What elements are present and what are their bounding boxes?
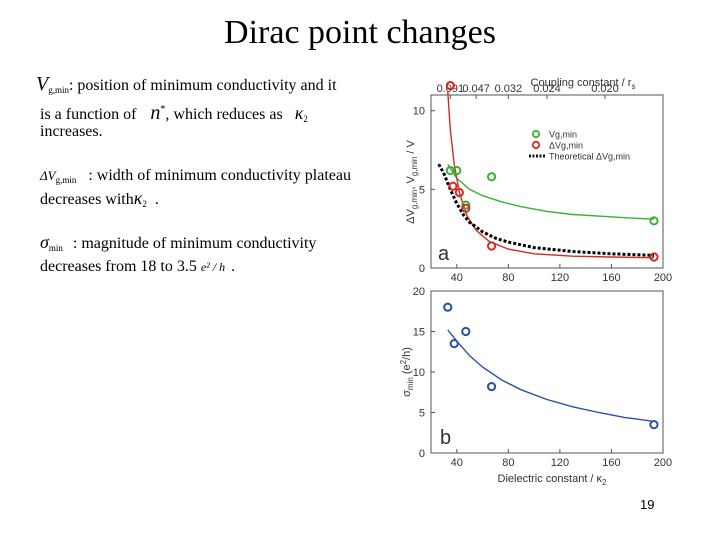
- para3-text-c: .: [231, 258, 236, 275]
- vgmin-symbol: V: [36, 73, 49, 95]
- panel-b-chart: 0 5 10 15 20 40 80 120 160 200 σmin (e2/h) Dielec…: [399, 286, 672, 487]
- top-tick-label-1: 0.047: [462, 83, 490, 95]
- legend-label-0: Vg,min: [549, 130, 577, 140]
- panel-a-label: a: [438, 243, 450, 265]
- panel-a-axes: 0 5 10 40 80 120 160 200: [413, 106, 672, 284]
- top-axis-title: Coupling constant / rs: [531, 77, 636, 91]
- panel-b-xtick-label-4: 200: [654, 457, 672, 469]
- panel-b-xlabel: Dielectric constant / κ2: [498, 473, 608, 487]
- panel-a-point-s1-5: [649, 252, 659, 262]
- top-tick-label-2: 0.032: [495, 83, 523, 95]
- panel-a-point-s0-3: [486, 172, 497, 182]
- kappa-symbol: κ: [294, 103, 304, 123]
- panel-b-xtick-label-1: 80: [502, 457, 514, 469]
- panel-a-point-s1-4: [486, 241, 497, 251]
- n-star-superscript: *: [160, 104, 166, 115]
- panel-a-ytick-label-2: 10: [413, 106, 425, 118]
- panel-a-point-s1-0: [445, 80, 455, 91]
- panel-a-point-s1-2: [454, 187, 464, 198]
- sigma-min-subscript: min: [48, 243, 63, 253]
- panel-a-xtick-label-2: 120: [551, 272, 569, 284]
- para1-line2: is a function of n*, which reduces as κ2: [40, 98, 308, 131]
- vgmin-subscript: g,min: [48, 85, 69, 95]
- page-number: 19: [640, 497, 655, 512]
- panel-a-fits: [437, 91, 655, 259]
- panel-b-label: b: [440, 427, 451, 449]
- para1-text-a: : position of minimum conductivity and i…: [68, 77, 337, 94]
- panel-a-point-s0-4: [649, 216, 659, 226]
- para3-text-b: decreases from 18 to 3.5: [40, 258, 197, 275]
- panel-a-xtick-label-4: 200: [654, 272, 672, 284]
- panel-a-point-s1-1: [448, 181, 458, 191]
- panel-b-point-s0-4: [649, 420, 659, 430]
- top-tick-label-3: 0.024: [533, 83, 561, 95]
- panel-b-point-s0-2: [461, 326, 471, 337]
- panel-a-point-s1-3: [461, 203, 471, 213]
- para2-text-c: .: [154, 191, 159, 208]
- delta-vgmin-subscript: g,min: [55, 175, 77, 185]
- para1-line3: increases.: [40, 123, 103, 140]
- slide-title: Dirac point changes: [224, 14, 496, 51]
- panel-b-fit-line-0: [447, 329, 655, 423]
- panel-a-ytick-label-1: 5: [419, 184, 425, 196]
- panel-a-xtick-label-0: 40: [451, 272, 463, 284]
- panel-b-ytick-label-4: 20: [413, 286, 425, 298]
- panel-a-fit-line-1: [447, 91, 655, 259]
- panel-b-xtick-label-2: 120: [551, 457, 569, 469]
- legend-marker-1: [531, 140, 541, 150]
- legend-label-2: Theoretical ΔVg,min: [549, 152, 630, 162]
- para1-text-b: is a function of: [40, 106, 137, 123]
- kappa-symbol: κ: [133, 188, 143, 208]
- top-tick-label-4: 0.020: [591, 83, 619, 95]
- panel-b-frame: [430, 290, 664, 454]
- sigma-min-symbol: σ: [40, 232, 49, 252]
- legend-marker-0: [531, 129, 541, 139]
- panel-b-point-s0-0: [443, 302, 453, 312]
- panel-b-xtick-label-0: 40: [451, 457, 463, 469]
- panel-b-ylabel: σmin (e2/h): [399, 347, 415, 397]
- para3-line2: decreases from 18 to 3.5 e² / h.: [40, 255, 235, 279]
- panel-a-ytick-label-0: 0: [419, 263, 425, 275]
- panel-a-fit-line-0: [447, 163, 655, 220]
- panel-b-point-s0-1: [449, 339, 459, 349]
- kappa-subscript: 2: [303, 114, 308, 124]
- panel-a-point-s0-2: [461, 200, 471, 210]
- panel-b-xtick-label-3: 160: [602, 457, 620, 469]
- para1-line1: Vg,min: position of minimum conductivity…: [36, 72, 337, 102]
- para2-line1: ΔVg,min : width of minimum conductivity …: [40, 164, 351, 192]
- panel-b-axes: 0 5 10 15 20 40 80 120 160 200: [413, 286, 672, 469]
- panel-a-ylabel: ΔVg,min, Vg,min / V: [405, 139, 419, 223]
- legend-label-1: ΔVg,min: [549, 141, 583, 151]
- para2-text-a: : width of minimum conductivity plateau: [88, 167, 351, 184]
- panel-b-point-s0-3: [486, 381, 497, 392]
- panel-a-frame: [430, 94, 664, 269]
- panel-b-ytick-label-3: 15: [413, 327, 425, 339]
- panel-b-ytick-label-2: 10: [413, 367, 425, 379]
- para1-text-c: , which reduces as: [165, 106, 283, 123]
- para3-line1: σmin : magnitude of minimum conductivity: [40, 230, 316, 260]
- panel-a-point-s0-1: [452, 165, 462, 176]
- panel-a-xtick-label-1: 80: [502, 272, 514, 284]
- panel-b-ytick-label-1: 5: [419, 408, 425, 420]
- para3-text-a: : magnitude of minimum conductivity: [72, 235, 317, 252]
- panel-a-xtick-label-3: 160: [602, 272, 620, 284]
- panel-a-points: [445, 80, 659, 262]
- kappa-subscript: 2: [142, 199, 147, 209]
- para2-line2: decreases withκ2.: [40, 186, 159, 216]
- n-star-symbol: n: [150, 102, 161, 124]
- e2-over-h-unit: e² / h: [200, 260, 226, 274]
- panel-a-fit-line-2: [437, 163, 655, 257]
- delta-vgmin-symbol: ΔV: [40, 168, 56, 183]
- panel-b-points: [443, 302, 659, 430]
- panel-b-ytick-label-0: 0: [419, 448, 425, 460]
- panel-b-fits: [447, 329, 655, 423]
- para2-text-b: decreases with: [40, 191, 134, 208]
